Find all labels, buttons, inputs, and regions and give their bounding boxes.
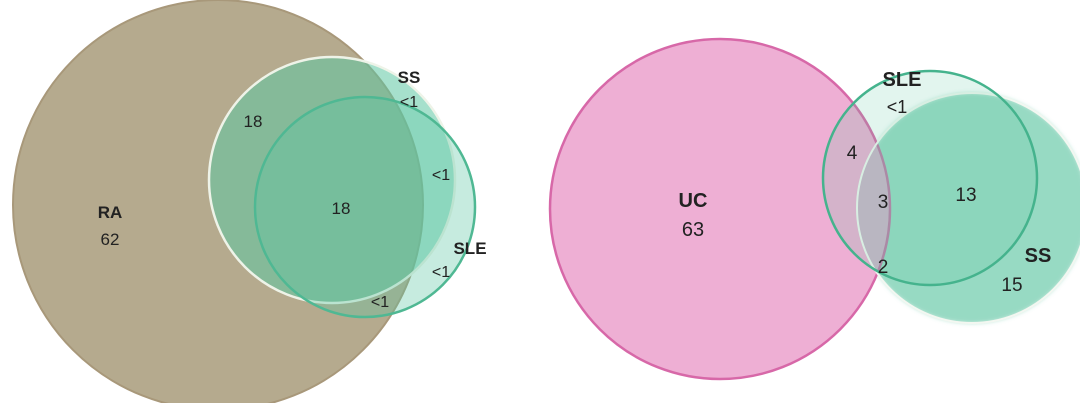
ra-value: 62 [101, 230, 120, 249]
sle-circle-right [821, 69, 1039, 287]
uc-sle-ss-value: 3 [878, 192, 889, 213]
right-venn-diagram: UC 63 SLE <1 4 3 13 2 SS 15 [548, 37, 1080, 381]
ra-label: RA [98, 203, 123, 222]
uc-sle-value: 4 [847, 143, 858, 164]
uc-label: UC [679, 190, 708, 212]
ss-circle [207, 55, 457, 305]
ss-sle-value: <1 [432, 167, 450, 184]
uc-circle [548, 37, 892, 381]
left-venn-diagram: RA 62 18 18 SS <1 <1 SLE <1 <1 [12, 0, 487, 403]
ra-ss-value: 18 [244, 112, 263, 131]
ss-value: <1 [400, 94, 418, 111]
sle-circle [253, 95, 477, 319]
sle-ss-value: 13 [955, 185, 976, 206]
uc-ss-value: 2 [878, 257, 889, 278]
ra-ss-sle-value: 18 [332, 199, 351, 218]
sle-value-right: <1 [887, 97, 908, 117]
ss-value-right: 15 [1001, 275, 1022, 296]
sle-label: SLE [453, 239, 486, 258]
ss-circle-right [857, 93, 1080, 323]
sle-value: <1 [432, 264, 450, 281]
uc-value: 63 [682, 219, 704, 241]
ss-overlap-right [856, 92, 1080, 324]
sle-label-right: SLE [883, 69, 922, 91]
ss-label: SS [398, 68, 421, 87]
ss-label-right: SS [1025, 245, 1052, 267]
ra-sle-value: <1 [371, 294, 389, 311]
